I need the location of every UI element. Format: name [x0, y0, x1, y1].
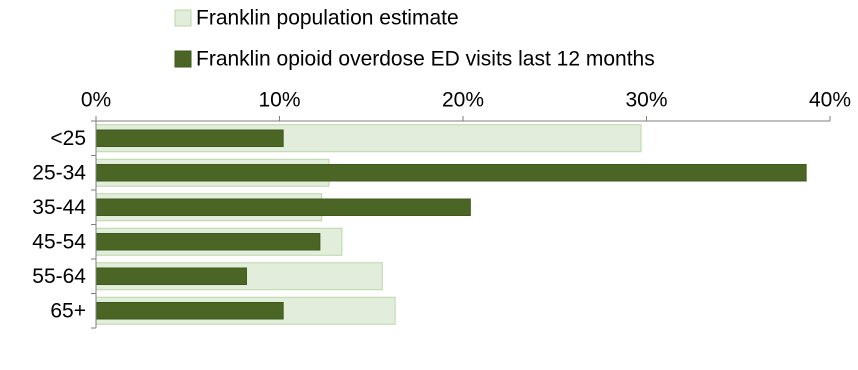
bars	[95, 124, 807, 325]
category-label-4: 55-64	[32, 265, 86, 288]
x-tick-label-0: 0%	[81, 89, 111, 112]
legend-label-0: Franklin population estimate	[196, 7, 459, 30]
category-label-0: <25	[50, 127, 86, 150]
x-tick-label-2: 20%	[442, 89, 484, 112]
bar-ed-visits-1	[95, 164, 807, 182]
category-label-2: 35-44	[32, 196, 86, 219]
category-label-1: 25-34	[32, 161, 86, 184]
x-tick-label-4: 40%	[809, 89, 851, 112]
legend: Franklin population estimate Franklin opi…	[174, 7, 655, 71]
bar-ed-visits-3	[95, 233, 321, 251]
bar-ed-visits-5	[95, 302, 284, 320]
legend-label-1: Franklin opioid overdose ED visits last …	[196, 48, 655, 71]
bar-ed-visits-0	[95, 129, 284, 147]
y-axis: <25 25-34 35-44 45-54 55-64 65+	[32, 120, 97, 329]
legend-swatch-0	[174, 9, 192, 27]
x-axis: 0% 10% 20% 30% 40%	[81, 89, 851, 122]
bar-ed-visits-4	[95, 267, 247, 285]
x-tick-label-3: 30%	[625, 89, 667, 112]
category-label-3: 45-54	[32, 230, 86, 253]
legend-swatch-1	[174, 50, 192, 68]
category-label-5: 65+	[50, 299, 86, 322]
x-tick-label-1: 10%	[258, 89, 300, 112]
bar-ed-visits-2	[95, 198, 471, 216]
